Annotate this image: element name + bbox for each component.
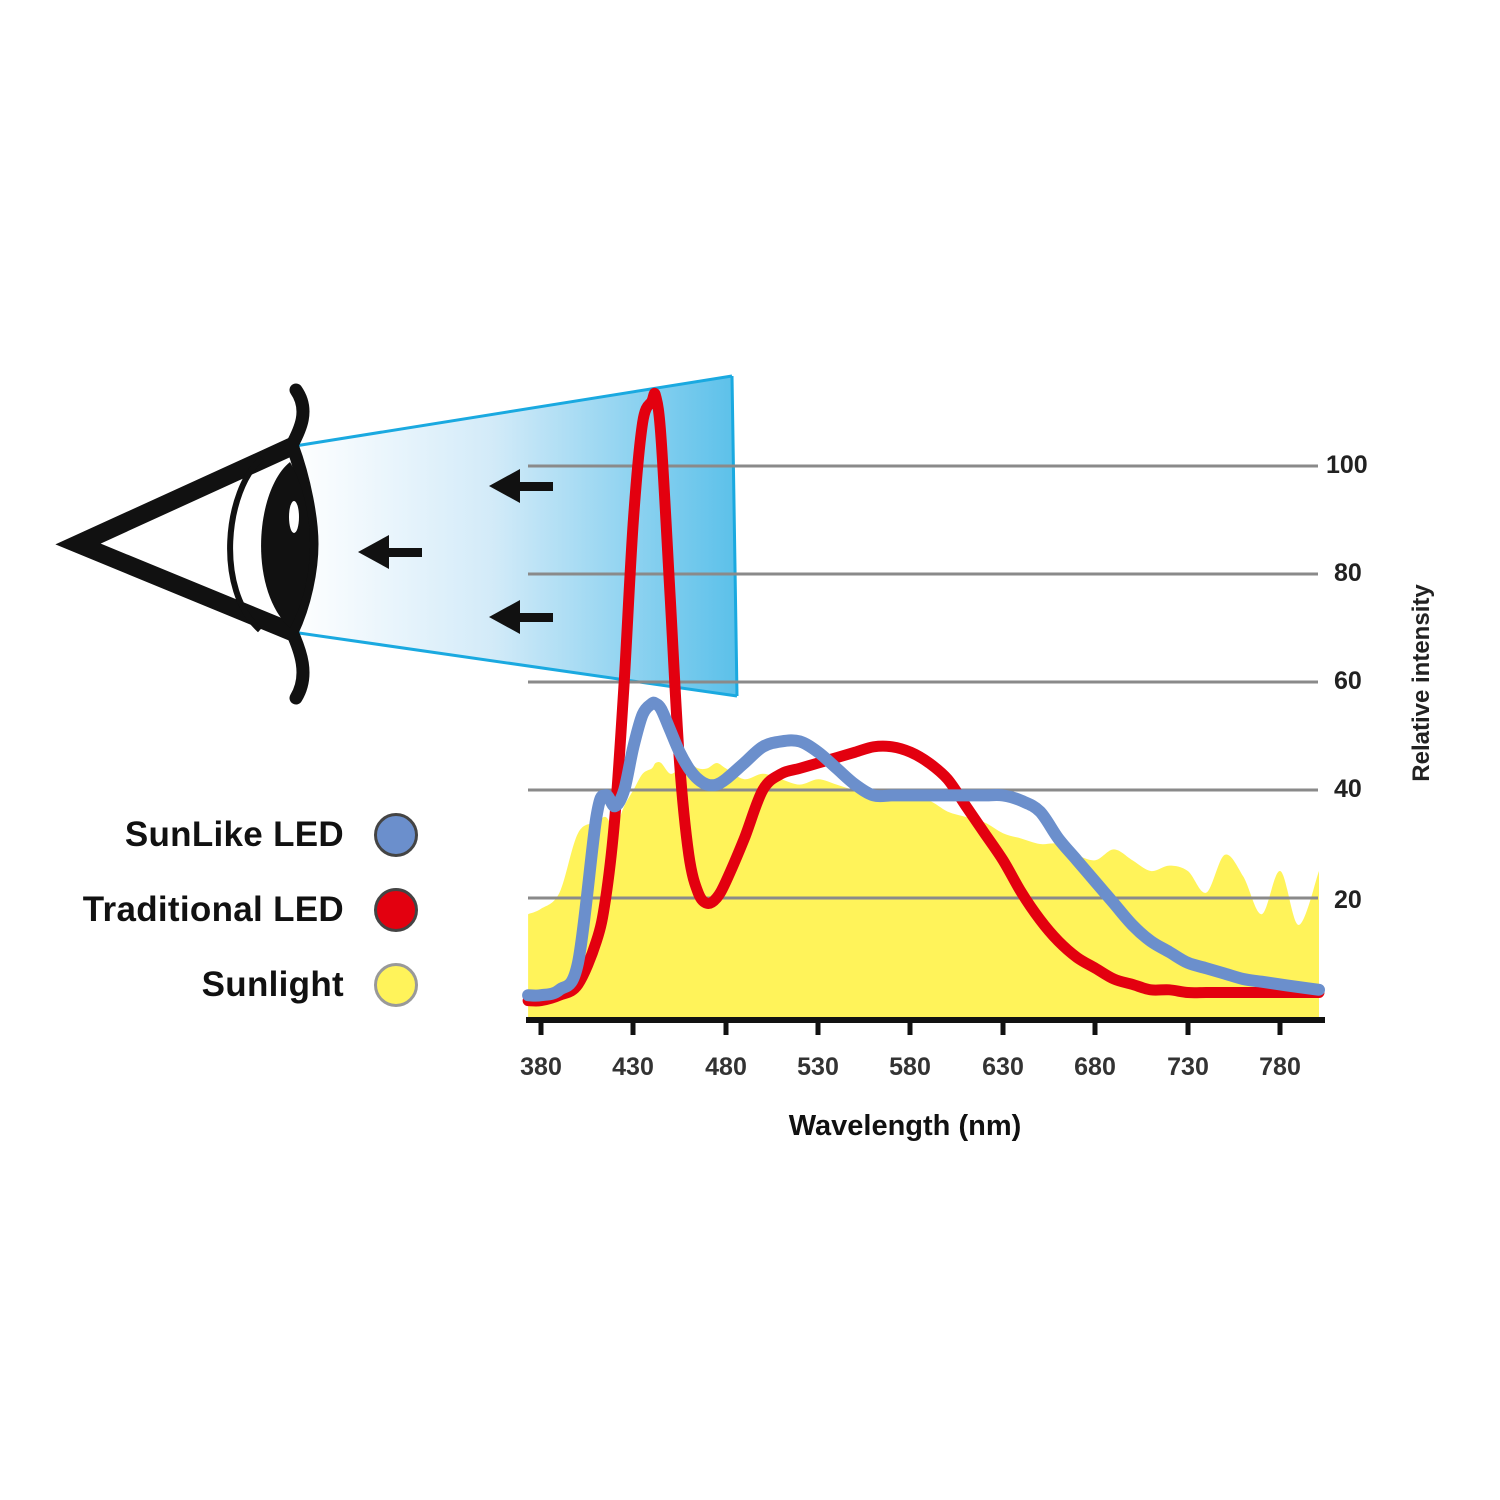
x-tick-label: 780 (1259, 1053, 1301, 1081)
legend-item-sunlight: Sunlight (0, 955, 430, 1015)
x-tick-label: 430 (612, 1053, 654, 1081)
legend-swatch-blue-icon (374, 813, 418, 857)
legend-label: SunLike LED (124, 815, 344, 854)
y-tick-label: 40 (1334, 775, 1362, 803)
y-axis-label: Relative intensity (1408, 584, 1435, 782)
legend-label: Traditional LED (82, 890, 344, 929)
legend-label: Sunlight (201, 965, 344, 1004)
legend-swatch-yellow-icon (374, 963, 418, 1007)
x-tick-label: 680 (1074, 1053, 1116, 1081)
eye-icon (55, 383, 319, 705)
x-tick-label: 630 (982, 1053, 1024, 1081)
y-tick-label: 20 (1334, 886, 1362, 914)
legend-swatch-red-icon (374, 888, 418, 932)
x-axis (526, 1017, 1325, 1035)
arrow-icon (489, 469, 553, 503)
arrow-icon (489, 600, 553, 634)
y-tick-label: 80 (1334, 559, 1362, 587)
y-tick-label: 100 (1326, 451, 1368, 479)
arrow-icon (358, 535, 422, 569)
x-tick-label: 380 (520, 1053, 562, 1081)
y-tick-label: 60 (1334, 667, 1362, 695)
x-tick-label: 730 (1167, 1053, 1209, 1081)
x-tick-label: 480 (705, 1053, 747, 1081)
x-tick-label: 530 (797, 1053, 839, 1081)
legend-item-sunlike-led: SunLike LED (0, 805, 430, 865)
x-tick-label: 580 (889, 1053, 931, 1081)
sunlight-area (528, 761, 1319, 1018)
sunlike-led-line (522, 696, 1325, 1002)
legend-item-traditional-led: Traditional LED (0, 880, 430, 940)
x-axis-label: Wavelength (nm) (788, 1110, 1022, 1142)
